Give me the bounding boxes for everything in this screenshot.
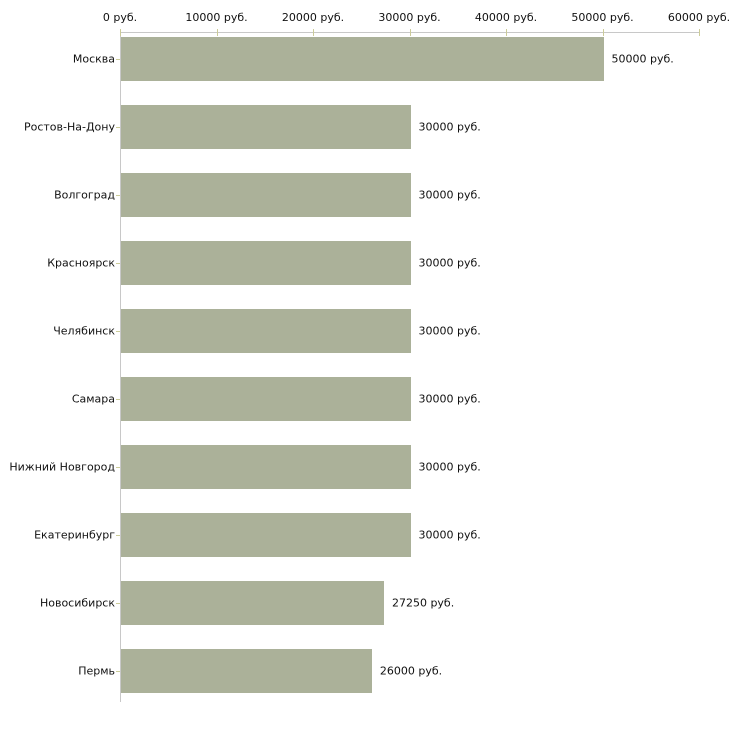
y-tick-mark xyxy=(116,263,120,264)
x-tick-label: 60000 руб. xyxy=(667,11,730,24)
y-axis-line xyxy=(120,32,121,702)
x-tick-mark xyxy=(602,29,604,36)
y-tick-mark xyxy=(116,127,120,128)
category-label: Самара xyxy=(71,392,115,406)
x-tick-mark xyxy=(699,29,700,36)
category-label: Пермь xyxy=(78,664,115,678)
x-tick-label: 20000 руб. xyxy=(281,11,345,24)
bar xyxy=(121,37,604,81)
x-tick-label: 10000 руб. xyxy=(185,11,248,24)
x-tick-label: 30000 руб. xyxy=(378,11,441,24)
category-label: Новосибирск xyxy=(39,596,115,610)
y-tick-mark xyxy=(116,195,120,196)
y-tick-mark xyxy=(116,59,120,60)
x-tick-mark xyxy=(409,29,411,36)
value-label: 50000 руб. xyxy=(611,52,674,66)
value-label: 30000 руб. xyxy=(418,392,481,406)
category-label: Красноярск xyxy=(47,256,115,270)
bar xyxy=(121,445,411,489)
category-label: Ростов-На-Дону xyxy=(23,120,115,134)
x-tick-mark xyxy=(506,29,507,36)
y-tick-mark xyxy=(116,535,120,536)
y-tick-mark xyxy=(116,603,120,604)
bar xyxy=(121,649,372,693)
category-label: Челябинск xyxy=(53,324,115,338)
value-label: 30000 руб. xyxy=(418,324,481,338)
category-label: Волгоград xyxy=(54,188,115,202)
value-label: 30000 руб. xyxy=(418,188,481,202)
value-label: 26000 руб. xyxy=(379,664,443,678)
value-label: 27250 руб. xyxy=(391,596,455,610)
bar xyxy=(121,309,411,353)
bar xyxy=(121,581,384,625)
bar xyxy=(121,173,411,217)
value-label: 30000 руб. xyxy=(418,256,481,270)
category-label: Екатеринбург xyxy=(34,528,115,542)
category-label: Нижний Новгород xyxy=(9,460,115,474)
value-label: 30000 руб. xyxy=(418,528,481,542)
value-label: 30000 руб. xyxy=(418,120,481,134)
x-tick-label: 0 руб. xyxy=(102,11,138,24)
category-label: Москва xyxy=(72,52,115,66)
y-tick-mark xyxy=(116,671,120,672)
y-tick-mark xyxy=(116,467,120,468)
value-label: 30000 руб. xyxy=(418,460,481,474)
bar xyxy=(121,105,411,149)
x-tick-mark xyxy=(313,29,314,36)
x-tick-label: 50000 руб. xyxy=(571,11,634,24)
y-tick-mark xyxy=(116,331,120,332)
x-tick-label: 40000 руб. xyxy=(474,11,538,24)
bar xyxy=(121,377,411,421)
x-tick-mark xyxy=(120,29,121,36)
bar xyxy=(121,241,411,285)
x-tick-mark xyxy=(216,29,218,36)
bar xyxy=(121,513,411,557)
y-tick-mark xyxy=(116,399,120,400)
